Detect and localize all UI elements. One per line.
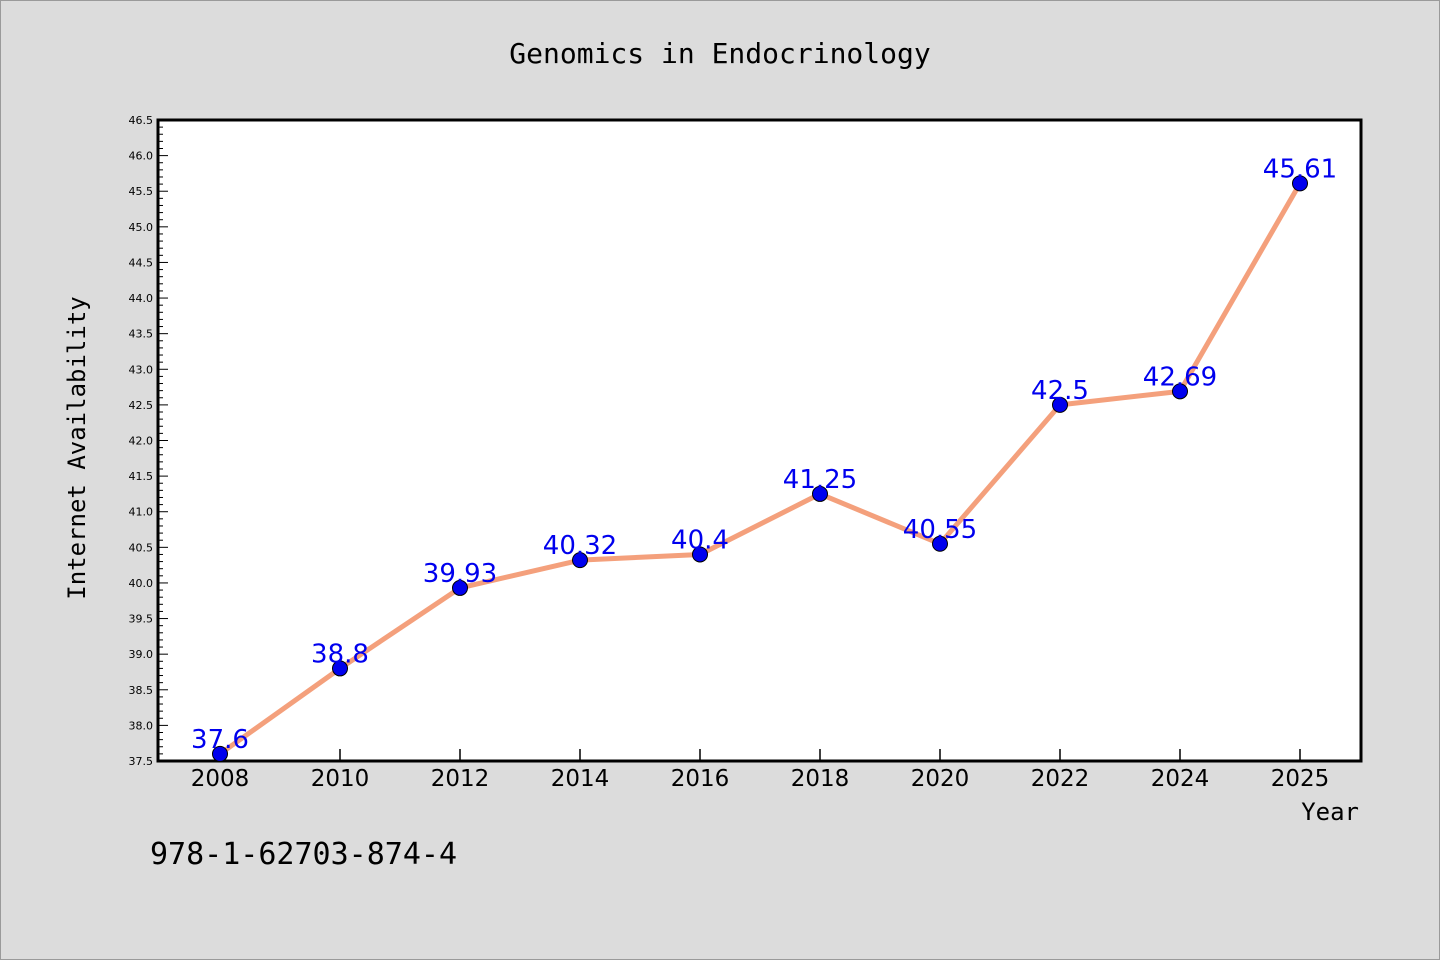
- y-tick-label: 40.5: [129, 541, 154, 554]
- data-point-marker: [572, 552, 588, 569]
- data-point-marker: [812, 485, 828, 502]
- x-tick-label: 2020: [911, 766, 970, 792]
- data-point-marker: [212, 745, 228, 762]
- series-line-group: [217, 180, 1303, 757]
- data-point-marker: [452, 579, 468, 596]
- x-tick-label: 2022: [1031, 766, 1090, 792]
- y-axis-title: Internet Availability: [63, 296, 91, 599]
- x-tick-label: 2008: [191, 766, 250, 792]
- x-axis-title: Year: [1301, 798, 1359, 826]
- y-tick-label: 44.5: [129, 256, 154, 269]
- data-label: 42.69: [1143, 362, 1217, 392]
- y-tick-label: 38.0: [129, 719, 154, 732]
- y-tick-label: 45.5: [129, 185, 154, 198]
- y-tick-label: 44.0: [129, 292, 154, 305]
- data-label: 38.8: [311, 639, 369, 669]
- y-tick-label: 39.5: [129, 613, 154, 626]
- y-tick-label: 41.0: [129, 506, 154, 519]
- y-tick-label: 40.0: [129, 577, 154, 590]
- y-tick-label: 37.5: [129, 755, 154, 768]
- y-tick-label: 46.5: [129, 114, 154, 127]
- y-tick-label: 38.5: [129, 684, 154, 697]
- data-label: 40.4: [671, 525, 729, 555]
- data-label-group: 37.6 38.8 39.93 40.32 40.4 41.25 40.55 42.5 42.6…: [191, 154, 1337, 754]
- data-label: 45.61: [1263, 154, 1337, 184]
- data-point-marker: [1052, 396, 1068, 413]
- isbn-footer-text: 978-1-62703-874-4: [150, 837, 457, 872]
- x-tick-label: 2024: [1151, 766, 1210, 792]
- x-tick-label: 2014: [551, 766, 610, 792]
- x-tick-label: 2016: [671, 766, 730, 792]
- x-tick-label: 2010: [311, 766, 370, 792]
- data-label: 40.55: [903, 515, 977, 545]
- y-tick-label: 43.0: [129, 363, 154, 376]
- data-point-marker: [1292, 175, 1308, 192]
- data-label: 42.5: [1031, 376, 1089, 406]
- y-tick-label: 43.5: [129, 328, 154, 341]
- x-tick-label: 2018: [791, 766, 850, 792]
- marker-group: [212, 175, 1308, 762]
- y-tick-label: 42.5: [129, 399, 154, 412]
- x-tick-label: 2012: [431, 766, 490, 792]
- data-point-marker: [692, 546, 708, 563]
- data-point-marker: [1172, 383, 1188, 400]
- data-label: 41.25: [783, 465, 857, 495]
- data-label: 39.93: [423, 559, 497, 589]
- x-axis: 2008 2010 2012 2014 2016 2018 2020 2022 2024 2025: [191, 749, 1330, 792]
- data-label: 37.6: [191, 725, 249, 755]
- data-label: 40.32: [543, 531, 617, 561]
- y-tick-label: 46.0: [129, 150, 154, 163]
- x-tick-label: 2025: [1271, 766, 1330, 792]
- y-axis: 37.5 38.0 38.5 39.0 39.5 40.0 40.5 41.0 41.5 42.0…: [129, 114, 168, 768]
- series-line: [217, 180, 1303, 757]
- y-tick-label: 41.5: [129, 470, 154, 483]
- data-point-marker: [332, 660, 348, 677]
- y-tick-label: 45.0: [129, 221, 154, 234]
- y-tick-label: 42.0: [129, 435, 154, 448]
- chart-title: Genomics in Endocrinology: [509, 37, 930, 70]
- data-point-marker: [932, 535, 948, 552]
- y-tick-label: 39.0: [129, 648, 154, 661]
